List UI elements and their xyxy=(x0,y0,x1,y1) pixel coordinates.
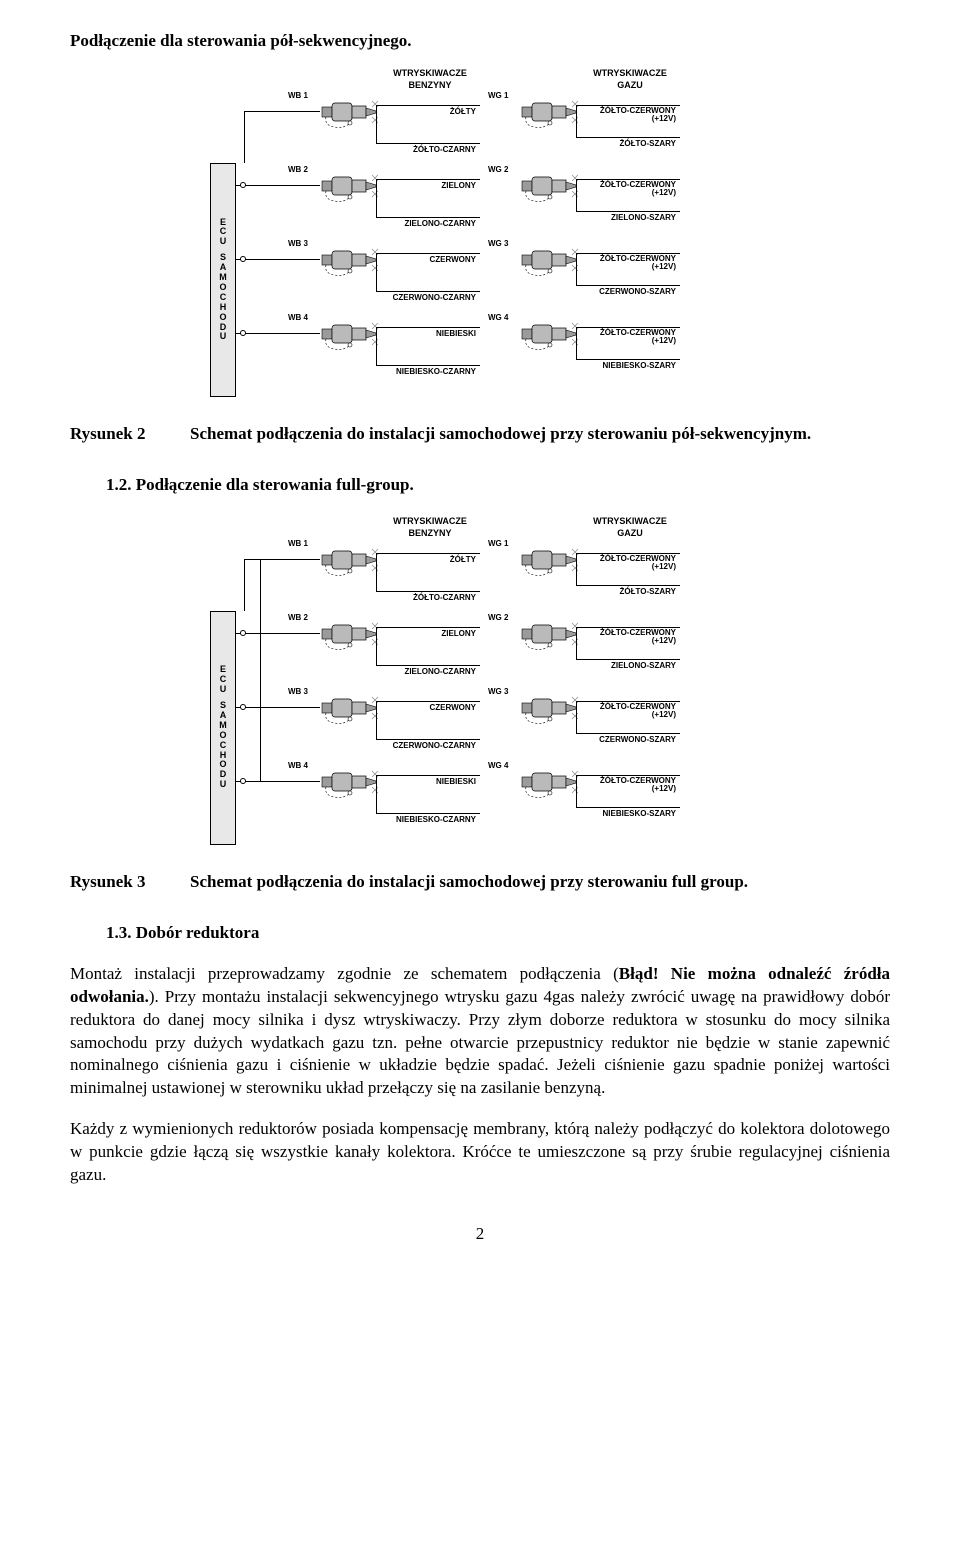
wire-label: ŻÓŁTO-SZARY xyxy=(584,139,676,150)
paragraph-1: Montaż instalacji przeprowadzamy zgodnie… xyxy=(70,963,890,1101)
wb-label: WB 3 xyxy=(288,239,308,250)
diagram-2: WTRYSKIWACZEBENZYNY WTRYSKIWACZEGAZU ECUSA… xyxy=(210,67,750,407)
figure-3-label: Rysunek 3 xyxy=(70,871,190,894)
wb-label: WB 1 xyxy=(288,539,308,550)
wire-label: ŻÓŁTO-CZERWONY(+12V) xyxy=(584,777,676,793)
petrol-injector-icon xyxy=(320,167,378,205)
wire-label: NIEBIESKI xyxy=(400,777,476,788)
section-title-1: Podłączenie dla sterowania pół-sekwencyj… xyxy=(70,30,890,53)
ecu-box: ECUSAMOCHODU xyxy=(210,611,236,845)
wb-label: WB 1 xyxy=(288,91,308,102)
right-header: WTRYSKIWACZEGAZU xyxy=(570,67,690,91)
wire-label: CZERWONO-SZARY xyxy=(584,735,676,746)
wire-label: ZIELONO-SZARY xyxy=(584,661,676,672)
petrol-injector-icon xyxy=(320,241,378,279)
wire-label: ŻÓŁTO-SZARY xyxy=(584,587,676,598)
wire-label: ŻÓŁTO-CZERWONY(+12V) xyxy=(584,329,676,345)
wire-label: ŻÓŁTO-CZARNY xyxy=(384,593,476,604)
gas-injector-icon xyxy=(520,241,578,279)
petrol-injector-icon xyxy=(320,763,378,801)
right-header: WTRYSKIWACZEGAZU xyxy=(570,515,690,539)
gas-injector-icon xyxy=(520,93,578,131)
wire-label: ŻÓŁTY xyxy=(400,555,476,566)
wire-label: ŻÓŁTO-CZERWONY(+12V) xyxy=(584,255,676,271)
heading-1-3: 1.3. Dobór reduktora xyxy=(106,922,890,945)
wire-label: ZIELONY xyxy=(400,629,476,640)
page-number: 2 xyxy=(70,1223,890,1246)
petrol-injector-icon xyxy=(320,315,378,353)
wire-label: NIEBIESKO-CZARNY xyxy=(384,367,476,378)
wire-label: NIEBIESKO-CZARNY xyxy=(384,815,476,826)
diagram-3: WTRYSKIWACZEBENZYNY WTRYSKIWACZEGAZU ECUSA… xyxy=(210,515,750,855)
wb-label: WB 3 xyxy=(288,687,308,698)
left-header: WTRYSKIWACZEBENZYNY xyxy=(370,515,490,539)
wire-label: CZERWONY xyxy=(400,255,476,266)
wire-label: CZERWONO-SZARY xyxy=(584,287,676,298)
wire-label: ŻÓŁTO-CZERWONY(+12V) xyxy=(584,629,676,645)
petrol-injector-icon xyxy=(320,541,378,579)
wg-label: WG 2 xyxy=(488,165,508,176)
wire-label: ŻÓŁTO-CZERWONY(+12V) xyxy=(584,703,676,719)
wb-label: WB 2 xyxy=(288,165,308,176)
gas-injector-icon xyxy=(520,763,578,801)
wire-label: NIEBIESKI xyxy=(400,329,476,340)
wg-label: WG 2 xyxy=(488,613,508,624)
wire-label: ZIELONY xyxy=(400,181,476,192)
gas-injector-icon xyxy=(520,315,578,353)
petrol-injector-icon xyxy=(320,615,378,653)
error-ref-bold: Błąd! Nie można odnaleźć źródła odwołani… xyxy=(70,964,890,1006)
wb-label: WB 4 xyxy=(288,313,308,324)
gas-injector-icon xyxy=(520,167,578,205)
gas-injector-icon xyxy=(520,541,578,579)
wg-label: WG 1 xyxy=(488,539,508,550)
wire-label: NIEBIESKO-SZARY xyxy=(584,361,676,372)
diagram-2-container: WTRYSKIWACZEBENZYNY WTRYSKIWACZEGAZU ECUSA… xyxy=(70,67,890,407)
figure-3-text: Schemat podłączenia do instalacji samoch… xyxy=(190,871,890,894)
wb-label: WB 2 xyxy=(288,613,308,624)
wire-label: CZERWONY xyxy=(400,703,476,714)
wire-label: ŻÓŁTO-CZERWONY(+12V) xyxy=(584,181,676,197)
petrol-injector-icon xyxy=(320,93,378,131)
paragraph-2: Każdy z wymienionych reduktorów posiada … xyxy=(70,1118,890,1187)
wire-label: CZERWONO-CZARNY xyxy=(384,741,476,752)
wire-label: ZIELONO-CZARNY xyxy=(384,667,476,678)
wg-label: WG 4 xyxy=(488,761,508,772)
left-header: WTRYSKIWACZEBENZYNY xyxy=(370,67,490,91)
wire-label: NIEBIESKO-SZARY xyxy=(584,809,676,820)
wire-label: ZIELONO-CZARNY xyxy=(384,219,476,230)
ecu-box: ECUSAMOCHODU xyxy=(210,163,236,397)
wb-label: WB 4 xyxy=(288,761,308,772)
wg-label: WG 4 xyxy=(488,313,508,324)
wire-label: ZIELONO-SZARY xyxy=(584,213,676,224)
wg-label: WG 3 xyxy=(488,687,508,698)
petrol-injector-icon xyxy=(320,689,378,727)
gas-injector-icon xyxy=(520,689,578,727)
wire-label: ŻÓŁTO-CZARNY xyxy=(384,145,476,156)
wg-label: WG 3 xyxy=(488,239,508,250)
wg-label: WG 1 xyxy=(488,91,508,102)
heading-1-2: 1.2. Podłączenie dla sterowania full-gro… xyxy=(106,474,890,497)
figure-3-caption: Rysunek 3 Schemat podłączenia do instala… xyxy=(70,871,890,894)
gas-injector-icon xyxy=(520,615,578,653)
wire-label: ŻÓŁTO-CZERWONY(+12V) xyxy=(584,107,676,123)
wire-label: ŻÓŁTY xyxy=(400,107,476,118)
figure-2-text: Schemat podłączenia do instalacji samoch… xyxy=(190,423,890,446)
figure-2-caption: Rysunek 2 Schemat podłączenia do instala… xyxy=(70,423,890,446)
wire-label: ŻÓŁTO-CZERWONY(+12V) xyxy=(584,555,676,571)
wire-label: CZERWONO-CZARNY xyxy=(384,293,476,304)
diagram-3-container: WTRYSKIWACZEBENZYNY WTRYSKIWACZEGAZU ECUSA… xyxy=(70,515,890,855)
figure-2-label: Rysunek 2 xyxy=(70,423,190,446)
